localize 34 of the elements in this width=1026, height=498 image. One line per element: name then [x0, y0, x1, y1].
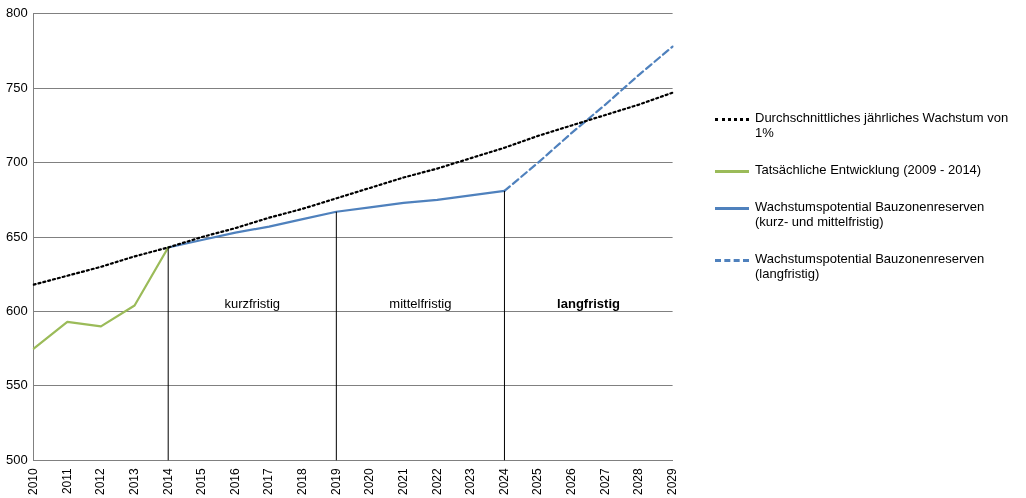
- y-tick-label: 750: [5, 79, 28, 95]
- y-tick-label: 700: [5, 154, 28, 170]
- x-tick-label: 2020: [362, 467, 377, 496]
- annotation: mittelfristig: [389, 296, 452, 312]
- x-tick-label: 2026: [564, 467, 579, 496]
- x-tick-label: 2021: [395, 467, 410, 496]
- x-tick-label: 2017: [261, 467, 276, 496]
- legend-label: Wachstumspotential Bauzonenreserven (kurz- und mittelfristig): [755, 199, 986, 229]
- annotation: langfristig: [557, 296, 621, 312]
- x-tick-label: 2027: [597, 467, 612, 496]
- y-tick-label: 500: [5, 451, 28, 467]
- x-tick-label: 2011: [59, 467, 74, 495]
- annotation: kurzfristig: [224, 296, 281, 312]
- x-tick-label: 2024: [496, 467, 511, 496]
- x-tick-label: 2019: [328, 467, 343, 496]
- x-tick-label: 2025: [530, 467, 545, 496]
- legend-label: Tatsächliche Entwicklung (2009 - 2014): [755, 162, 982, 177]
- x-tick-label: 2023: [463, 467, 478, 496]
- y-tick-label: 550: [5, 377, 28, 393]
- x-tick-label: 2013: [126, 467, 141, 496]
- x-tick-label: 2029: [664, 467, 679, 496]
- x-tick-label: 2012: [93, 467, 108, 496]
- legend-label: Durchschnittliches jährliches Wachstum von 1%: [755, 110, 1010, 140]
- x-tick-label: 2028: [631, 467, 646, 496]
- y-tick-label: 800: [5, 5, 28, 21]
- y-tick-label: 600: [5, 303, 28, 319]
- x-tick-label: 2015: [194, 467, 209, 496]
- x-tick-label: 2018: [295, 467, 310, 496]
- x-tick-label: 2016: [227, 467, 242, 496]
- x-tick-label: 2014: [160, 467, 175, 496]
- x-tick-label: 2010: [26, 467, 40, 496]
- x-tick-label: 2022: [429, 467, 444, 496]
- y-tick-label: 650: [5, 228, 28, 244]
- legend-label: Wachstumspotential Bauzonenreserven (langfristig): [755, 251, 986, 281]
